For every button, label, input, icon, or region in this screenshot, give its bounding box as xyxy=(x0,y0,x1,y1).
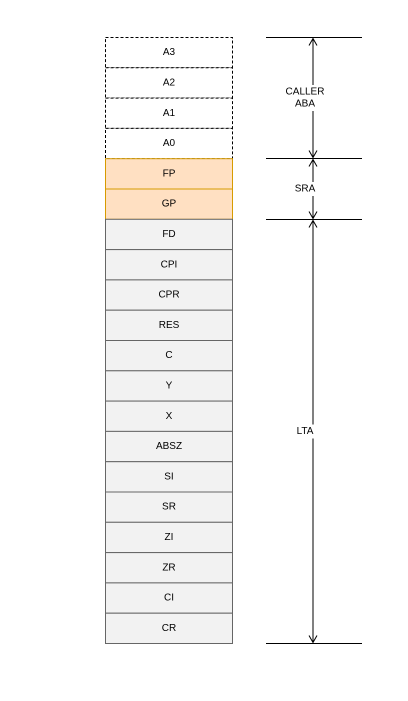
stack-cell-res: RES xyxy=(105,309,233,342)
stack-cell-fp: FP xyxy=(105,158,233,190)
stack-cell-box xyxy=(105,582,233,614)
stack-cell-label: C xyxy=(165,350,172,361)
range-arrowhead-bottom xyxy=(308,635,318,644)
range-label-background xyxy=(292,182,318,196)
range-arrowhead-top xyxy=(308,219,318,228)
stack-cell-label: A1 xyxy=(163,108,176,119)
stack-cell-cpr: CPR xyxy=(105,279,233,311)
stack-cell-label: A2 xyxy=(163,77,176,88)
stack-cell-ci: CI xyxy=(105,582,233,614)
stack-cell-si: SI xyxy=(105,461,233,493)
range-label-background xyxy=(292,424,318,439)
stack-cell-label: ABSZ xyxy=(156,441,182,452)
stack-cell-box xyxy=(105,37,233,69)
range-arrowhead-top xyxy=(308,158,318,167)
stack-cell-label: Y xyxy=(166,380,173,391)
stack-cell-x: X xyxy=(105,400,233,432)
stack-cell-box xyxy=(105,552,233,584)
range-label-sra: SRA xyxy=(295,184,316,195)
range-sra: SRA xyxy=(292,158,318,220)
stack-cell-gp: GP xyxy=(105,188,233,220)
stack-cell-label: CI xyxy=(164,593,174,604)
stack-cell-label: SI xyxy=(164,471,173,482)
stack-cell-label: GP xyxy=(162,199,177,210)
stack-cell-zr: ZR xyxy=(105,552,233,584)
stack-cell-sr: SR xyxy=(105,491,233,523)
stack-cell-box xyxy=(105,370,233,402)
stack-cell-label: SR xyxy=(162,502,176,513)
range-arrowhead-bottom xyxy=(308,211,318,220)
stack-cell-label: CPR xyxy=(158,290,179,301)
stack-cell-label: CPI xyxy=(161,259,178,270)
stack-cell-box xyxy=(105,188,233,220)
stack-cell-y: Y xyxy=(105,370,233,402)
stack-cell-box xyxy=(105,158,233,190)
stack-cell-label: RES xyxy=(159,320,180,331)
stack-cell-box xyxy=(105,279,233,311)
stack-cell-absz: ABSZ xyxy=(105,430,233,463)
stack-cell-cr: CR xyxy=(105,612,233,645)
stack-cells: A3 A2 A1 A0 FP GP FD CPI CPR RES C Y X ABSZ SI SR ZI ZR CI… xyxy=(105,37,233,645)
stack-cell-box xyxy=(105,249,233,281)
stack-cell-box xyxy=(105,491,233,523)
stack-cell-box xyxy=(105,97,233,129)
range-arrowhead-bottom xyxy=(308,150,318,159)
stack-cell-c: C xyxy=(105,340,233,372)
stack-cell-box xyxy=(105,309,233,342)
range-label-caller-aba: CALLER xyxy=(286,87,325,98)
stack-cell-box xyxy=(105,218,233,251)
range-arrowhead-top xyxy=(308,37,318,46)
stack-cell-label: CR xyxy=(162,623,176,634)
range-label-background xyxy=(282,85,328,111)
stack-cell-label: FP xyxy=(163,168,176,179)
stack-cell-box xyxy=(105,612,233,645)
range-label-caller-aba: ABA xyxy=(295,99,315,110)
stack-cell-label: ZI xyxy=(165,532,174,543)
stack-cell-box xyxy=(105,400,233,432)
stack-cell-zi: ZI xyxy=(105,521,233,554)
stack-cell-a0: A0 xyxy=(105,127,233,160)
stack-cell-label: ZR xyxy=(162,562,175,573)
stack-cell-a1: A1 xyxy=(105,97,233,129)
stack-cell-box xyxy=(105,521,233,554)
stack-cell-fd: FD xyxy=(105,218,233,251)
stack-cell-a2: A2 xyxy=(105,67,233,99)
stack-cell-box xyxy=(105,67,233,99)
stack-cell-label: FD xyxy=(162,229,175,240)
stack-cell-box xyxy=(105,430,233,463)
range-label-lta: LTA xyxy=(297,426,314,437)
stack-cell-label: A0 xyxy=(163,138,176,149)
stack-cell-a3: A3 xyxy=(105,37,233,69)
stack-cell-cpi: CPI xyxy=(105,249,233,281)
range-lta: LTA xyxy=(292,219,318,644)
stack-cell-label: X xyxy=(166,411,173,422)
stack-cell-box xyxy=(105,461,233,493)
stack-cell-box xyxy=(105,127,233,160)
stack-cell-label: A3 xyxy=(163,47,176,58)
